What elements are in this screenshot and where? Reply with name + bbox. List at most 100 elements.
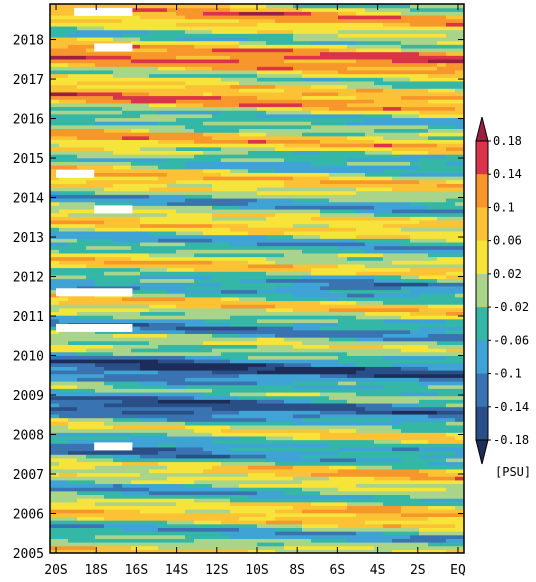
heat-cell (284, 179, 321, 184)
x-tick-label: 10S (245, 563, 268, 578)
heat-cell (275, 333, 384, 338)
heat-cell (50, 106, 123, 111)
heat-cell (428, 505, 456, 510)
heat-cell (104, 260, 213, 265)
heat-cell (59, 300, 321, 305)
heat-cell (230, 7, 303, 12)
heat-cell (293, 344, 330, 349)
heat-cell (293, 465, 330, 470)
missing-data-bar (94, 205, 133, 214)
heat-cell (257, 337, 285, 342)
heat-cell (50, 22, 177, 27)
heat-cell (212, 432, 321, 437)
heat-cell (239, 11, 285, 16)
heat-cell (176, 208, 321, 214)
heat-cell (212, 66, 258, 71)
heat-cell (365, 249, 464, 254)
heat-cell (50, 252, 150, 258)
heat-cell (59, 461, 123, 466)
heat-cell (356, 187, 393, 192)
heat-cell (131, 11, 177, 16)
x-tick-label: 8S (289, 563, 305, 578)
heat-cell (266, 40, 312, 45)
heat-cell (230, 168, 249, 173)
heat-cell (419, 219, 464, 225)
heat-cell (185, 296, 222, 302)
heat-cell (50, 113, 141, 119)
heat-cell (428, 542, 464, 547)
heat-cell (446, 33, 464, 38)
heat-cell (50, 457, 78, 463)
heat-cell (257, 197, 294, 203)
heat-cell (248, 366, 276, 371)
heat-cell (338, 14, 402, 20)
heat-cell (95, 117, 177, 122)
heat-cell (230, 241, 258, 247)
heat-cell (59, 190, 96, 195)
heat-cell (419, 51, 447, 56)
heat-cell (50, 139, 159, 144)
heat-cell (455, 476, 464, 481)
heat-cell (176, 11, 204, 16)
heat-cell (419, 402, 447, 408)
heat-cell (419, 498, 464, 503)
heat-cell (131, 161, 186, 166)
heat-cell (356, 531, 384, 536)
heat-cell (50, 344, 114, 349)
heat-cell (149, 468, 204, 474)
heat-cell (176, 99, 375, 104)
heat-cell (131, 256, 267, 261)
heat-cell (347, 399, 420, 404)
heat-cell (320, 179, 420, 184)
heat-cell (50, 7, 87, 12)
heat-cell (176, 36, 249, 42)
heat-cell (392, 465, 464, 470)
heat-cell (302, 509, 402, 514)
heat-cell (446, 146, 464, 151)
heat-cell (275, 516, 429, 521)
heat-cell (266, 391, 321, 397)
heat-cell (50, 91, 78, 97)
heat-cell (320, 410, 357, 415)
heat-cell (428, 205, 464, 210)
heat-cell (302, 73, 429, 78)
heat-cell (50, 47, 87, 53)
colorbar-segment (476, 373, 488, 408)
heat-cell (329, 307, 420, 313)
heat-cell (50, 143, 60, 148)
heat-cell (140, 366, 249, 371)
heat-cell (311, 501, 348, 507)
heat-cell (131, 165, 159, 170)
heat-cell (356, 315, 402, 320)
heat-cell (320, 432, 447, 437)
heat-cell (50, 380, 105, 386)
heat-cell (437, 66, 464, 71)
heat-cell (185, 14, 339, 20)
heat-cell (158, 66, 186, 71)
heat-cell (446, 487, 464, 492)
heat-cell (113, 454, 141, 459)
colorbar-min-extension (475, 439, 489, 465)
heat-cell (50, 406, 78, 411)
heat-cell (428, 58, 464, 64)
heat-cell (68, 296, 123, 302)
heat-cell (284, 545, 375, 550)
heat-cell (239, 58, 285, 64)
heat-cell (383, 106, 402, 111)
heat-cell (140, 216, 213, 221)
heat-cell (284, 88, 357, 93)
heat-cell (419, 527, 464, 532)
heat-cell (50, 355, 186, 360)
heat-cell (356, 88, 384, 93)
heat-cell (59, 201, 96, 206)
heat-cell (50, 197, 186, 203)
heat-cell (365, 241, 402, 247)
heat-cell (266, 417, 303, 422)
heat-cell (266, 296, 330, 302)
heat-cell (194, 395, 240, 400)
heat-cell (374, 494, 411, 499)
heat-cell (392, 176, 464, 181)
heat-cell (446, 421, 464, 426)
heat-cell (203, 150, 249, 155)
y-tick-label: 2006 (13, 508, 44, 523)
